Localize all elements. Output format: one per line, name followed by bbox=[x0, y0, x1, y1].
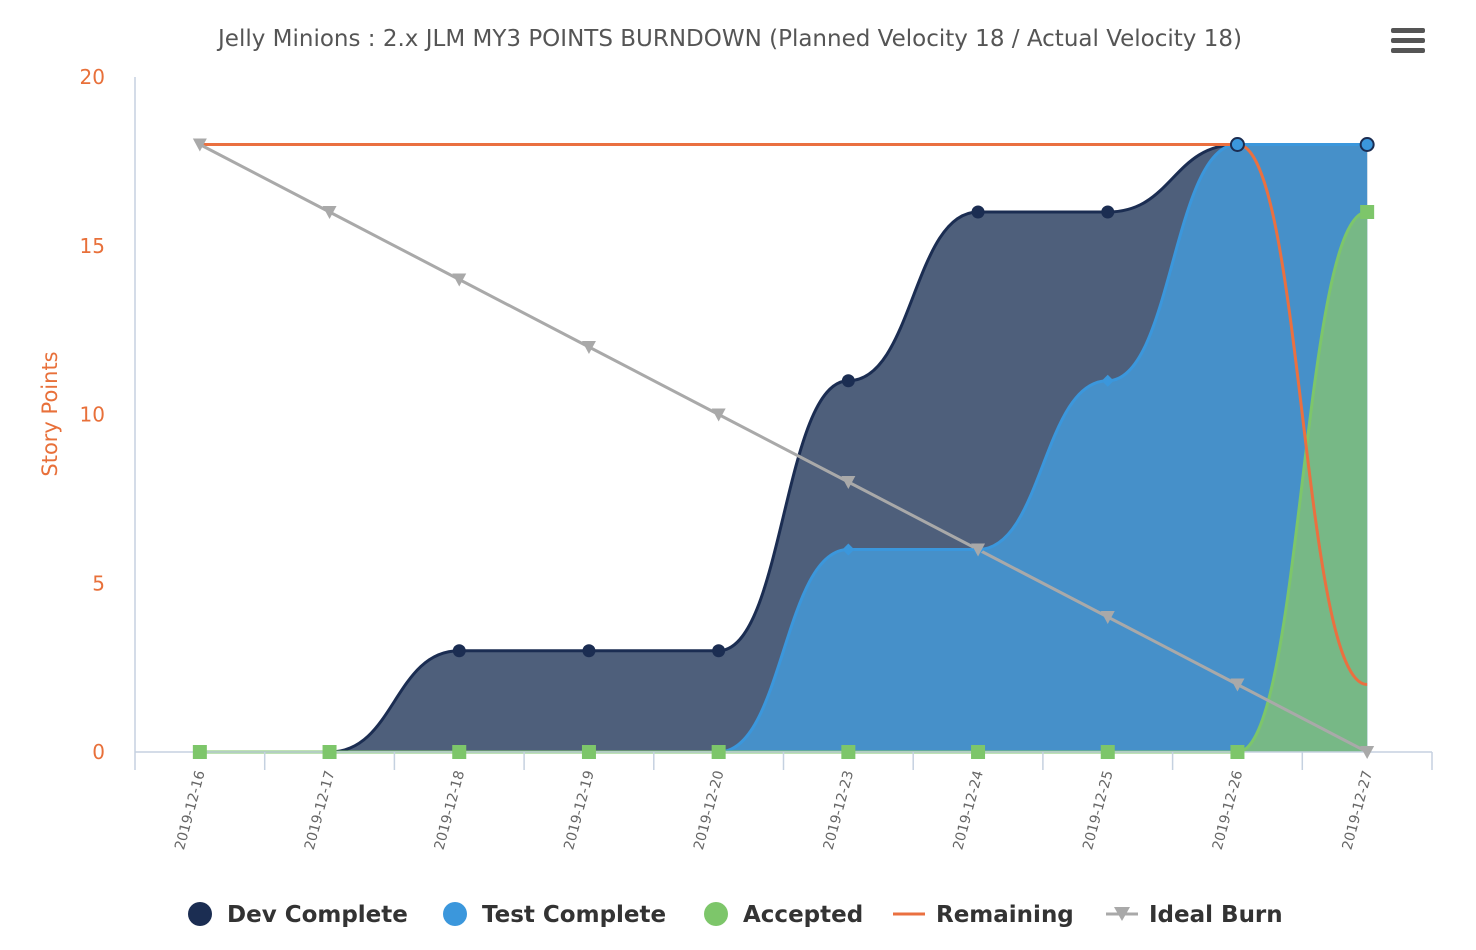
chart-legend: Dev Complete Test Complete Accepted Remaini… bbox=[188, 902, 1283, 928]
chart-title: Jelly Minions : 2.x JLM MY3 POINTS BURND… bbox=[216, 26, 1242, 52]
legend-label-remaining: Remaining bbox=[936, 902, 1074, 928]
x-axis-ticks: 2019-12-16 2019-12-17 2019-12-18 2019-12-19… bbox=[172, 769, 1376, 852]
legend-symbol-ideal-burn bbox=[1114, 907, 1130, 921]
test-complete-point bbox=[1101, 374, 1114, 387]
y-tick-label: 20 bbox=[80, 65, 105, 89]
legend-item-test-complete[interactable]: Test Complete bbox=[443, 902, 666, 928]
legend-symbol-test-complete bbox=[443, 902, 467, 926]
x-tick-label: 2019-12-24 bbox=[950, 769, 987, 852]
ideal-burn-point bbox=[1230, 678, 1245, 692]
x-tick-label: 2019-12-18 bbox=[432, 769, 469, 852]
ideal-burn-point bbox=[581, 341, 596, 354]
y-tick-label: 5 bbox=[92, 571, 105, 595]
legend-item-remaining[interactable]: Remaining bbox=[893, 902, 1074, 928]
ideal-burn-point bbox=[452, 273, 467, 287]
x-tick-label: 2019-12-25 bbox=[1080, 769, 1117, 852]
x-tick-label: 2019-12-26 bbox=[1210, 769, 1247, 852]
accepted-point bbox=[452, 745, 467, 759]
dev-complete-point bbox=[1359, 137, 1375, 152]
hamburger-bar-top bbox=[1391, 28, 1425, 33]
ideal-burn-point bbox=[971, 543, 986, 557]
accepted-point bbox=[1100, 745, 1115, 759]
legend-item-ideal-burn[interactable]: Ideal Burn bbox=[1106, 902, 1283, 928]
accepted-point bbox=[322, 745, 337, 759]
dev-complete-point bbox=[1101, 205, 1115, 219]
legend-label-ideal-burn: Ideal Burn bbox=[1149, 902, 1283, 928]
accepted-point bbox=[711, 745, 726, 759]
hamburger-bar-middle bbox=[1391, 38, 1425, 43]
test-complete-point bbox=[842, 543, 855, 556]
dev-complete-point bbox=[971, 205, 985, 219]
axes-group bbox=[134, 77, 1433, 770]
accepted-point bbox=[1230, 745, 1245, 759]
ideal-burn-point bbox=[1100, 611, 1115, 624]
dev-complete-point bbox=[582, 644, 596, 658]
x-tick-label: 2019-12-20 bbox=[691, 769, 728, 852]
x-tick-label: 2019-12-23 bbox=[821, 769, 858, 852]
accepted-point bbox=[841, 745, 856, 759]
hamburger-bar-bottom bbox=[1391, 48, 1425, 53]
legend-symbol-dev-complete bbox=[188, 902, 212, 926]
ideal-burn-point bbox=[192, 138, 207, 152]
legend-label-dev-complete: Dev Complete bbox=[227, 902, 408, 928]
legend-label-accepted: Accepted bbox=[743, 902, 863, 928]
legend-item-accepted[interactable]: Accepted bbox=[704, 902, 863, 928]
ideal-burn-point bbox=[1360, 746, 1375, 759]
x-tick-label: 2019-12-27 bbox=[1339, 769, 1376, 852]
legend-item-dev-complete[interactable]: Dev Complete bbox=[188, 902, 408, 928]
markers-group bbox=[192, 137, 1375, 759]
dev-complete-point bbox=[452, 644, 466, 658]
y-tick-label: 15 bbox=[80, 234, 105, 258]
y-tick-label: 10 bbox=[80, 403, 105, 427]
ideal-burn-point bbox=[711, 408, 726, 422]
legend-symbol-accepted bbox=[704, 902, 728, 926]
accepted-point bbox=[971, 745, 986, 759]
x-tick-label: 2019-12-17 bbox=[302, 769, 339, 852]
dev-complete-point bbox=[712, 644, 726, 658]
chart-menu-button[interactable] bbox=[1388, 24, 1428, 60]
accepted-point bbox=[192, 745, 207, 759]
y-axis-label: Story Points bbox=[38, 351, 62, 476]
y-axis-ticks: 0 5 10 15 20 bbox=[80, 65, 105, 764]
x-tick-label: 2019-12-16 bbox=[172, 769, 209, 852]
dev-complete-point bbox=[841, 374, 855, 388]
accepted-point bbox=[581, 745, 596, 759]
remaining-line bbox=[199, 142, 1368, 686]
ideal-burn-point bbox=[322, 206, 337, 219]
ideal-burn-point bbox=[841, 476, 856, 489]
line-series-group bbox=[199, 142, 1368, 754]
dev-complete-point bbox=[1229, 137, 1245, 152]
dev-complete-line bbox=[199, 142, 1368, 754]
y-tick-label: 0 bbox=[92, 740, 105, 764]
ideal-burn-line bbox=[199, 143, 1368, 754]
legend-label-test-complete: Test Complete bbox=[482, 902, 666, 928]
accepted-point bbox=[1360, 205, 1375, 219]
x-tick-label: 2019-12-19 bbox=[561, 769, 598, 852]
